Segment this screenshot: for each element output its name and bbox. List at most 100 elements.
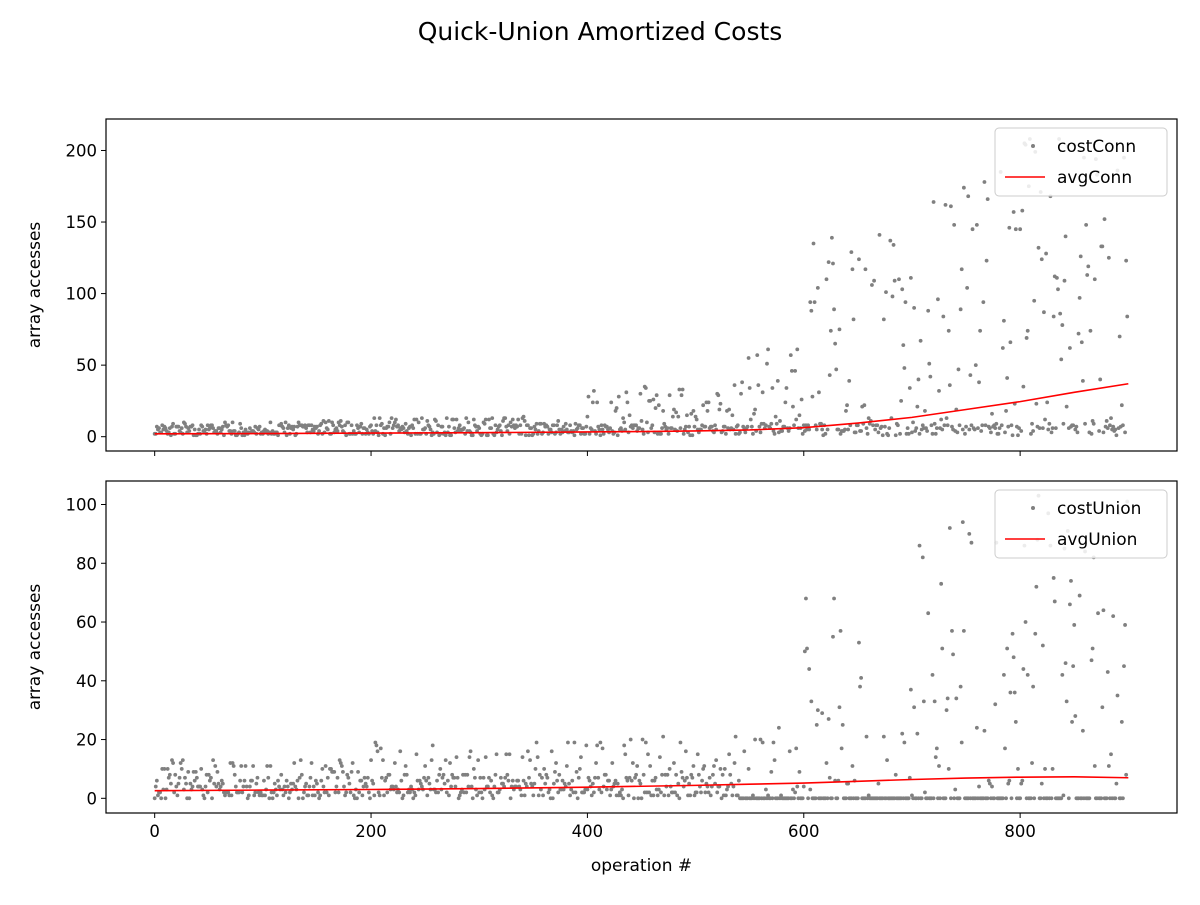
- scatter-point: [630, 761, 635, 765]
- scatter-point: [377, 416, 382, 420]
- scatter-point: [925, 429, 929, 433]
- scatter-point: [528, 758, 532, 763]
- scatter-point: [1051, 314, 1056, 319]
- scatter-point: [683, 749, 688, 754]
- scatter-point: [892, 278, 897, 283]
- scatter-point: [958, 684, 963, 689]
- scatter-point: [544, 772, 549, 777]
- scatter-point: [681, 431, 686, 436]
- scatter-point: [206, 772, 211, 777]
- scatter-point: [659, 790, 663, 795]
- scatter-point: [982, 728, 987, 733]
- scatter-point: [893, 433, 898, 438]
- scatter-point: [572, 433, 577, 438]
- scatter-point: [590, 400, 595, 405]
- scatter-point: [676, 414, 681, 419]
- scatter-point: [223, 420, 227, 425]
- scatter-point: [712, 430, 716, 435]
- scatter-point: [801, 784, 806, 789]
- scatter-point: [832, 596, 836, 601]
- scatter-point: [919, 796, 924, 801]
- scatter-point: [927, 361, 932, 366]
- scatter-point: [730, 413, 735, 418]
- scatter-point: [979, 429, 984, 433]
- legend: costUnion avgUnion: [994, 489, 1168, 559]
- scatter-point: [639, 419, 644, 423]
- scatter-point: [769, 769, 774, 774]
- scatter-point: [176, 781, 181, 786]
- scatter-point: [179, 426, 184, 430]
- scatter-point: [311, 429, 316, 433]
- scatter-point: [1124, 258, 1129, 263]
- scatter-point: [637, 778, 642, 783]
- scatter-point: [840, 722, 845, 727]
- scatter-point: [566, 740, 570, 745]
- scatter-point: [279, 421, 284, 426]
- scatter-point: [437, 772, 442, 777]
- scatter-point: [783, 400, 788, 405]
- scatter-point: [495, 427, 500, 432]
- scatter-point: [564, 427, 569, 432]
- scatter-point: [930, 673, 935, 677]
- scatter-point: [171, 761, 175, 765]
- scatter-point: [826, 260, 831, 264]
- scatter-point: [522, 419, 527, 423]
- x-tick-label: 800: [1004, 822, 1036, 841]
- scatter-point: [397, 790, 402, 795]
- scatter-point: [1059, 357, 1064, 362]
- scatter-point: [887, 426, 892, 430]
- scatter-point: [1005, 376, 1010, 380]
- scatter-point: [334, 426, 339, 430]
- scatter-point: [532, 781, 537, 786]
- scatter-point: [244, 784, 249, 789]
- scatter-point: [220, 424, 225, 429]
- scatter-point: [850, 267, 855, 272]
- scatter-point: [440, 424, 445, 429]
- scatter-point: [1051, 576, 1056, 580]
- legend: costConn avgConn: [994, 127, 1168, 197]
- scatter-point: [381, 758, 385, 763]
- scatter-point: [814, 427, 819, 432]
- scatter-point: [409, 433, 413, 438]
- scatter-point: [597, 427, 602, 432]
- scatter-point: [337, 758, 342, 763]
- scatter-point: [977, 784, 981, 789]
- scatter-point: [599, 423, 604, 428]
- scatter-point: [997, 426, 1002, 430]
- scatter-point: [500, 433, 504, 438]
- scatter-point: [787, 749, 792, 754]
- scatter-point: [912, 306, 917, 310]
- scatter-point: [825, 427, 830, 432]
- scatter-point: [599, 790, 604, 795]
- scatter-point: [638, 391, 643, 396]
- scatter-point: [661, 734, 666, 739]
- scatter-point: [1101, 430, 1106, 435]
- scatter-point: [203, 784, 208, 789]
- scatter-point: [1012, 690, 1017, 695]
- scatter-point: [1010, 631, 1015, 636]
- scatter-point: [379, 421, 384, 426]
- scatter-point: [1069, 578, 1073, 583]
- scatter-point: [1124, 772, 1129, 777]
- scatter-point: [268, 420, 273, 425]
- scatter-point: [1047, 421, 1052, 426]
- scatter-point: [961, 185, 966, 190]
- scatter-point: [295, 778, 300, 783]
- scatter-point: [325, 775, 330, 780]
- scatter-point: [198, 784, 203, 789]
- scatter-point: [1071, 664, 1076, 668]
- scatter-point: [531, 793, 536, 798]
- scatter-point: [266, 775, 271, 780]
- scatter-point: [604, 787, 609, 792]
- scatter-point: [537, 772, 542, 777]
- scatter-point: [706, 400, 711, 405]
- scatter-point: [849, 250, 854, 254]
- scatter-point: [239, 764, 244, 768]
- x-tick-label: 0: [149, 822, 160, 841]
- scatter-point: [226, 790, 231, 795]
- scatter-point: [410, 423, 415, 428]
- x-tick-label: 600: [788, 822, 820, 841]
- scatter-point: [760, 390, 765, 395]
- scatter-point: [547, 787, 552, 792]
- scatter-point: [747, 386, 752, 390]
